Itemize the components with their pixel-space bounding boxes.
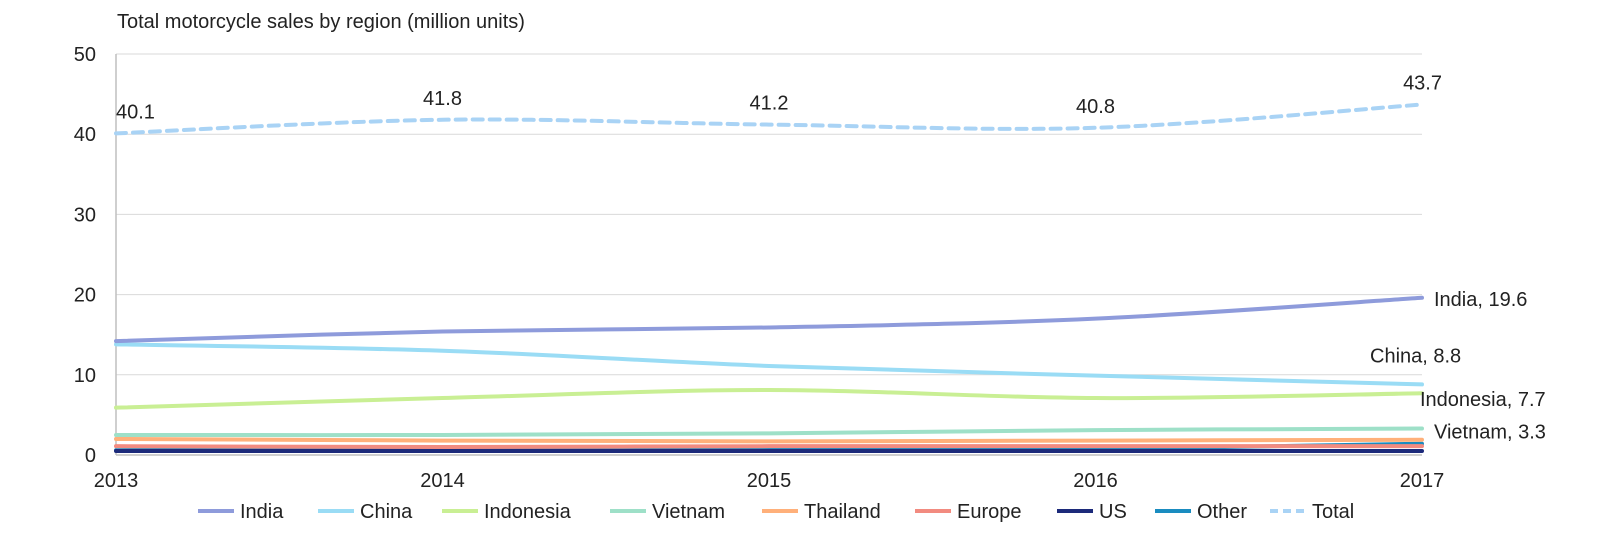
total-point-label: 40.1: [116, 101, 155, 123]
end-label-indonesia: Indonesia, 7.7: [1420, 389, 1546, 411]
legend-item-china: China: [318, 501, 413, 523]
series-line-thailand: [114, 436, 1424, 444]
total-point-label: 43.7: [1403, 73, 1442, 95]
legend-label: Thailand: [804, 501, 881, 523]
legend-item-total: Total: [1270, 501, 1354, 523]
legend-item-vietnam: Vietnam: [610, 501, 725, 523]
legend-label: Indonesia: [484, 501, 572, 523]
y-tick-label: 10: [74, 365, 96, 387]
x-tick-label: 2017: [1400, 470, 1445, 492]
legend-item-india: India: [198, 501, 284, 523]
legend-label: Vietnam: [652, 501, 725, 523]
legend-item-us: US: [1057, 501, 1127, 523]
series-line-india: [114, 295, 1424, 344]
series-line-vietnam: [114, 426, 1424, 438]
legend-item-europe: Europe: [915, 501, 1022, 523]
legend-label: Other: [1197, 501, 1247, 523]
legend-label: US: [1099, 501, 1127, 523]
x-tick-label: 2015: [747, 470, 792, 492]
series-line-china: [114, 342, 1424, 387]
total-point-label: 40.8: [1076, 96, 1115, 118]
x-tick-label: 2014: [420, 470, 465, 492]
legend-label: India: [240, 501, 284, 523]
x-tick-label: 2013: [94, 470, 139, 492]
y-tick-label: 30: [74, 204, 96, 226]
y-tick-label: 20: [74, 285, 96, 307]
legend-label: China: [360, 501, 413, 523]
total-point-label: 41.8: [423, 88, 462, 110]
chart-title: Total motorcycle sales by region (millio…: [117, 11, 525, 33]
legend-item-thailand: Thailand: [762, 501, 881, 523]
end-label-india: India, 19.6: [1434, 289, 1527, 311]
y-tick-label: 0: [85, 445, 96, 467]
y-tick-label: 40: [74, 124, 96, 146]
legend-label: Total: [1312, 501, 1354, 523]
x-tick-label: 2016: [1073, 470, 1118, 492]
y-tick-label: 50: [74, 44, 96, 66]
legend-item-other: Other: [1155, 501, 1247, 523]
legend-item-indonesia: Indonesia: [442, 501, 572, 523]
series-line-indonesia: [114, 388, 1424, 410]
series-line-total: [114, 102, 1424, 136]
legend-label: Europe: [957, 501, 1022, 523]
total-point-label: 41.2: [750, 93, 789, 115]
end-label-vietnam: Vietnam, 3.3: [1434, 422, 1546, 444]
series-line-europe: [114, 444, 1424, 449]
end-label-china: China, 8.8: [1370, 345, 1461, 367]
